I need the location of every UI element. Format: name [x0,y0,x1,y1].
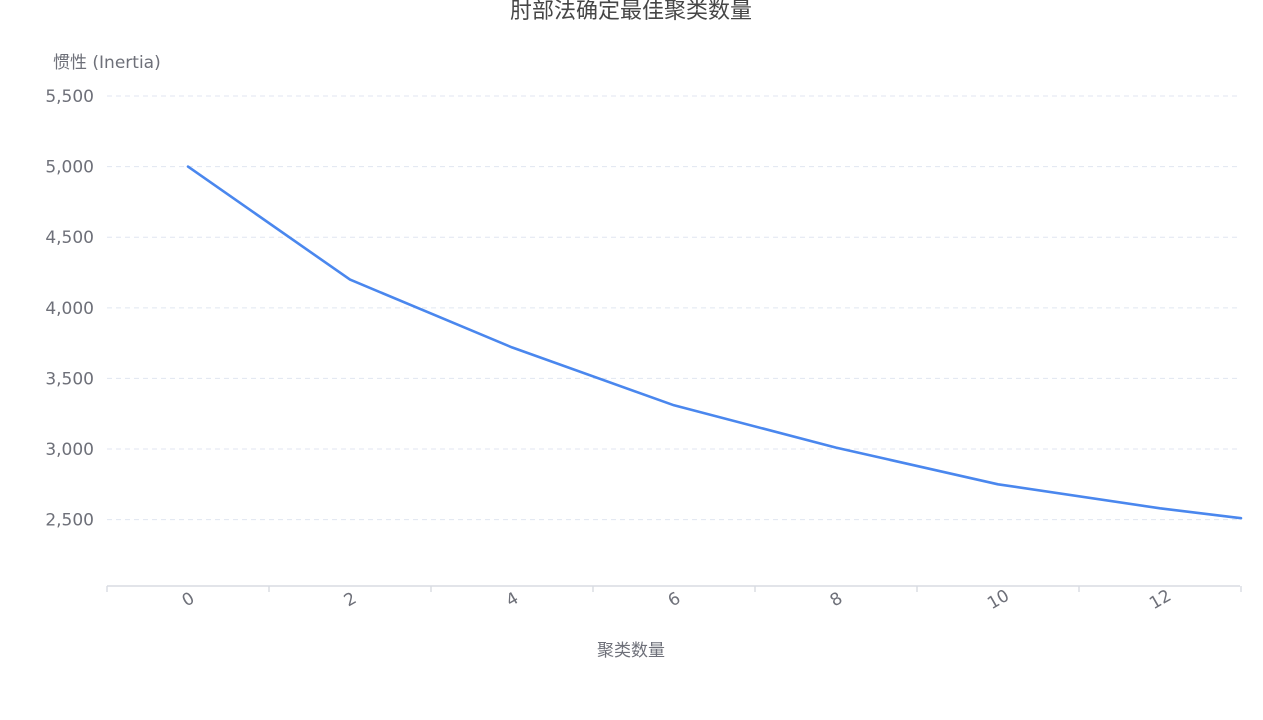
y-tick-label: 3,000 [45,440,94,460]
y-tick-label: 3,500 [45,369,94,389]
grid-lines [107,95,1240,521]
x-axis-ticks: 0 2 4 6 8 10 12 [106,586,1242,614]
y-tick-label: 2,500 [45,511,94,531]
x-tick-label: 2 [341,588,360,611]
x-tick-label: 6 [665,588,684,611]
y-axis-ticks: 2,500 3,000 3,500 4,000 4,500 5,000 5,500 [45,87,94,531]
chart-title: 肘部法确定最佳聚类数量 [510,0,752,24]
x-tick-label: 12 [1146,586,1175,614]
x-tick-label: 0 [179,588,198,611]
x-axis-title: 聚类数量 [597,641,665,661]
y-tick-label: 5,500 [45,87,94,107]
x-tick-label: 8 [827,588,846,611]
y-tick-label: 4,500 [45,228,94,248]
y-tick-label: 4,000 [45,299,94,319]
x-tick-label: 4 [503,588,522,611]
x-tick-label: 10 [984,586,1013,614]
series-line [186,165,1243,520]
y-axis-title: 惯性 (Inertia) [53,53,161,73]
y-tick-label: 5,000 [45,158,94,178]
series-layer [186,165,1243,520]
